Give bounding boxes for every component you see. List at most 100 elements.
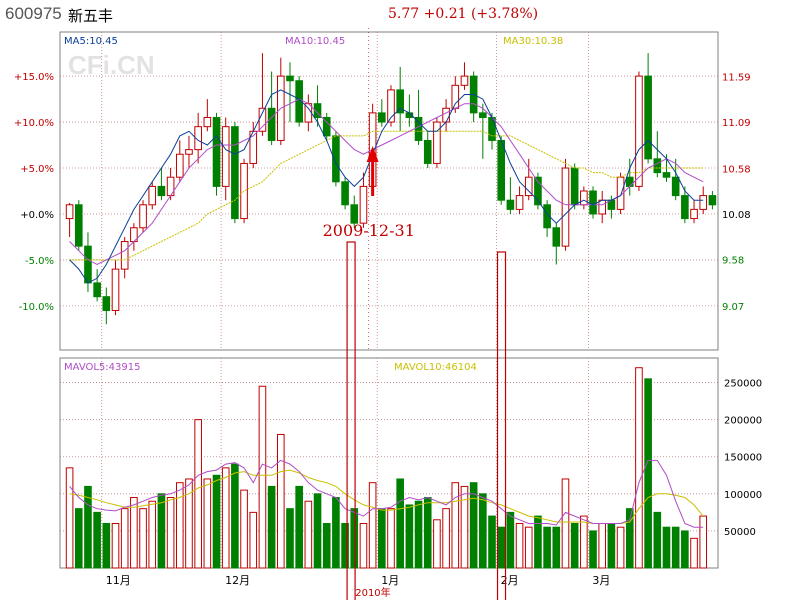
candle-body <box>598 199 607 215</box>
volume-bar <box>387 508 395 569</box>
candle-body <box>212 116 221 187</box>
volume-bar <box>534 515 542 569</box>
candle-body <box>359 185 368 224</box>
volume-bar <box>175 482 184 569</box>
ma30-line <box>69 130 704 261</box>
candle-body <box>65 204 74 220</box>
volume-bar <box>378 508 386 569</box>
volume-bar <box>84 485 92 569</box>
volume-bar <box>249 511 258 569</box>
candle-body <box>497 139 506 201</box>
mavol10-label: MAVOL10:46104 <box>394 362 477 373</box>
left-tick-label: +10.0% <box>14 118 54 129</box>
x-axis-label: 12月 <box>225 574 250 587</box>
volume-bar <box>442 508 450 569</box>
volume-bar <box>552 526 561 569</box>
volume-tick-label: 200000 <box>724 416 762 427</box>
volume-bar <box>322 522 331 569</box>
candle-body <box>699 195 708 210</box>
ma5-line <box>69 89 704 284</box>
volume-bar <box>65 467 74 569</box>
right-tick-label: 9.58 <box>722 256 744 267</box>
volume-bar <box>276 433 285 569</box>
right-tick-label: 10.08 <box>722 210 751 221</box>
stock-code: 600975 <box>5 4 62 23</box>
candle-body <box>175 153 184 178</box>
volume-bar <box>166 497 175 569</box>
candle-body <box>662 172 671 178</box>
candle-body <box>396 89 404 114</box>
stock-name: 新五丰 <box>68 7 114 25</box>
candle-body <box>552 227 561 247</box>
volume-bar <box>497 526 506 569</box>
volume-bar <box>469 482 478 569</box>
candle-body <box>460 75 469 86</box>
volume-bar <box>102 522 111 569</box>
candle-body <box>332 135 340 183</box>
volume-bar <box>405 504 414 569</box>
candle-body <box>295 80 303 123</box>
volume-bar <box>130 497 138 569</box>
volume-bar <box>231 463 239 569</box>
volume-bar <box>258 385 267 569</box>
candle-body <box>341 181 349 206</box>
volume-bar <box>368 482 377 569</box>
volume-bar <box>139 508 147 569</box>
candle-body <box>442 107 450 123</box>
candle-body <box>120 241 129 270</box>
candle-body <box>414 116 423 141</box>
left-tick-label: +15.0% <box>14 72 54 83</box>
annotation-date: 2009-12-31 <box>323 221 415 240</box>
right-tick-label: 10.58 <box>722 164 751 175</box>
candle-body <box>221 126 230 187</box>
left-tick-label: -10.0% <box>19 302 54 313</box>
quote-text: 5.77 +0.21 (+3.78%) <box>388 6 539 22</box>
volume-bar <box>543 526 551 569</box>
candle-body <box>625 176 634 187</box>
candle-body <box>148 185 157 206</box>
watermark: CFi.CN <box>68 50 155 80</box>
candle-body <box>378 112 386 123</box>
candle-body <box>322 116 331 137</box>
ma5-label: MA5:10.45 <box>64 36 118 47</box>
ma30-label: MA30:10.38 <box>503 36 563 47</box>
volume-bar <box>653 511 662 569</box>
right-tick-label: 11.59 <box>722 72 751 83</box>
candle-body <box>570 167 579 206</box>
price-panel-frame <box>59 31 719 351</box>
volume-bar <box>313 493 322 569</box>
candle-body <box>387 89 395 123</box>
candle-body <box>139 204 147 229</box>
volume-bar <box>286 508 294 569</box>
annotation-arrow-head <box>366 146 379 162</box>
candle-body <box>286 75 294 82</box>
candle-body <box>185 149 193 155</box>
highlight-box <box>346 241 356 600</box>
candle-body <box>93 282 101 298</box>
volume-bar <box>148 500 157 569</box>
volume-bar <box>598 522 607 569</box>
volume-bar <box>451 482 460 569</box>
candle-body <box>543 204 551 229</box>
candle-body <box>506 199 515 210</box>
right-tick-label: 11.09 <box>722 118 751 129</box>
candle-body <box>157 185 166 197</box>
volume-bar <box>690 537 698 569</box>
candle-body <box>708 195 717 206</box>
volume-tick-label: 150000 <box>724 453 762 464</box>
x-axis-label: 1月 <box>381 574 399 587</box>
volume-tick-label: 50000 <box>724 527 756 538</box>
candle-body <box>635 75 643 187</box>
volume-bar <box>359 522 368 569</box>
volume-bar <box>341 522 349 569</box>
candle-body <box>313 103 322 118</box>
volume-bar <box>203 478 212 569</box>
volume-tick-label: 100000 <box>724 490 762 501</box>
candle-body <box>524 176 533 197</box>
highlight-box <box>496 251 507 600</box>
volume-bar <box>589 530 597 569</box>
volume-bar <box>267 485 276 569</box>
mavol5-label: MAVOL5:43915 <box>64 362 140 373</box>
year-label: 2010年 <box>355 586 390 599</box>
volume-bar <box>396 478 404 569</box>
